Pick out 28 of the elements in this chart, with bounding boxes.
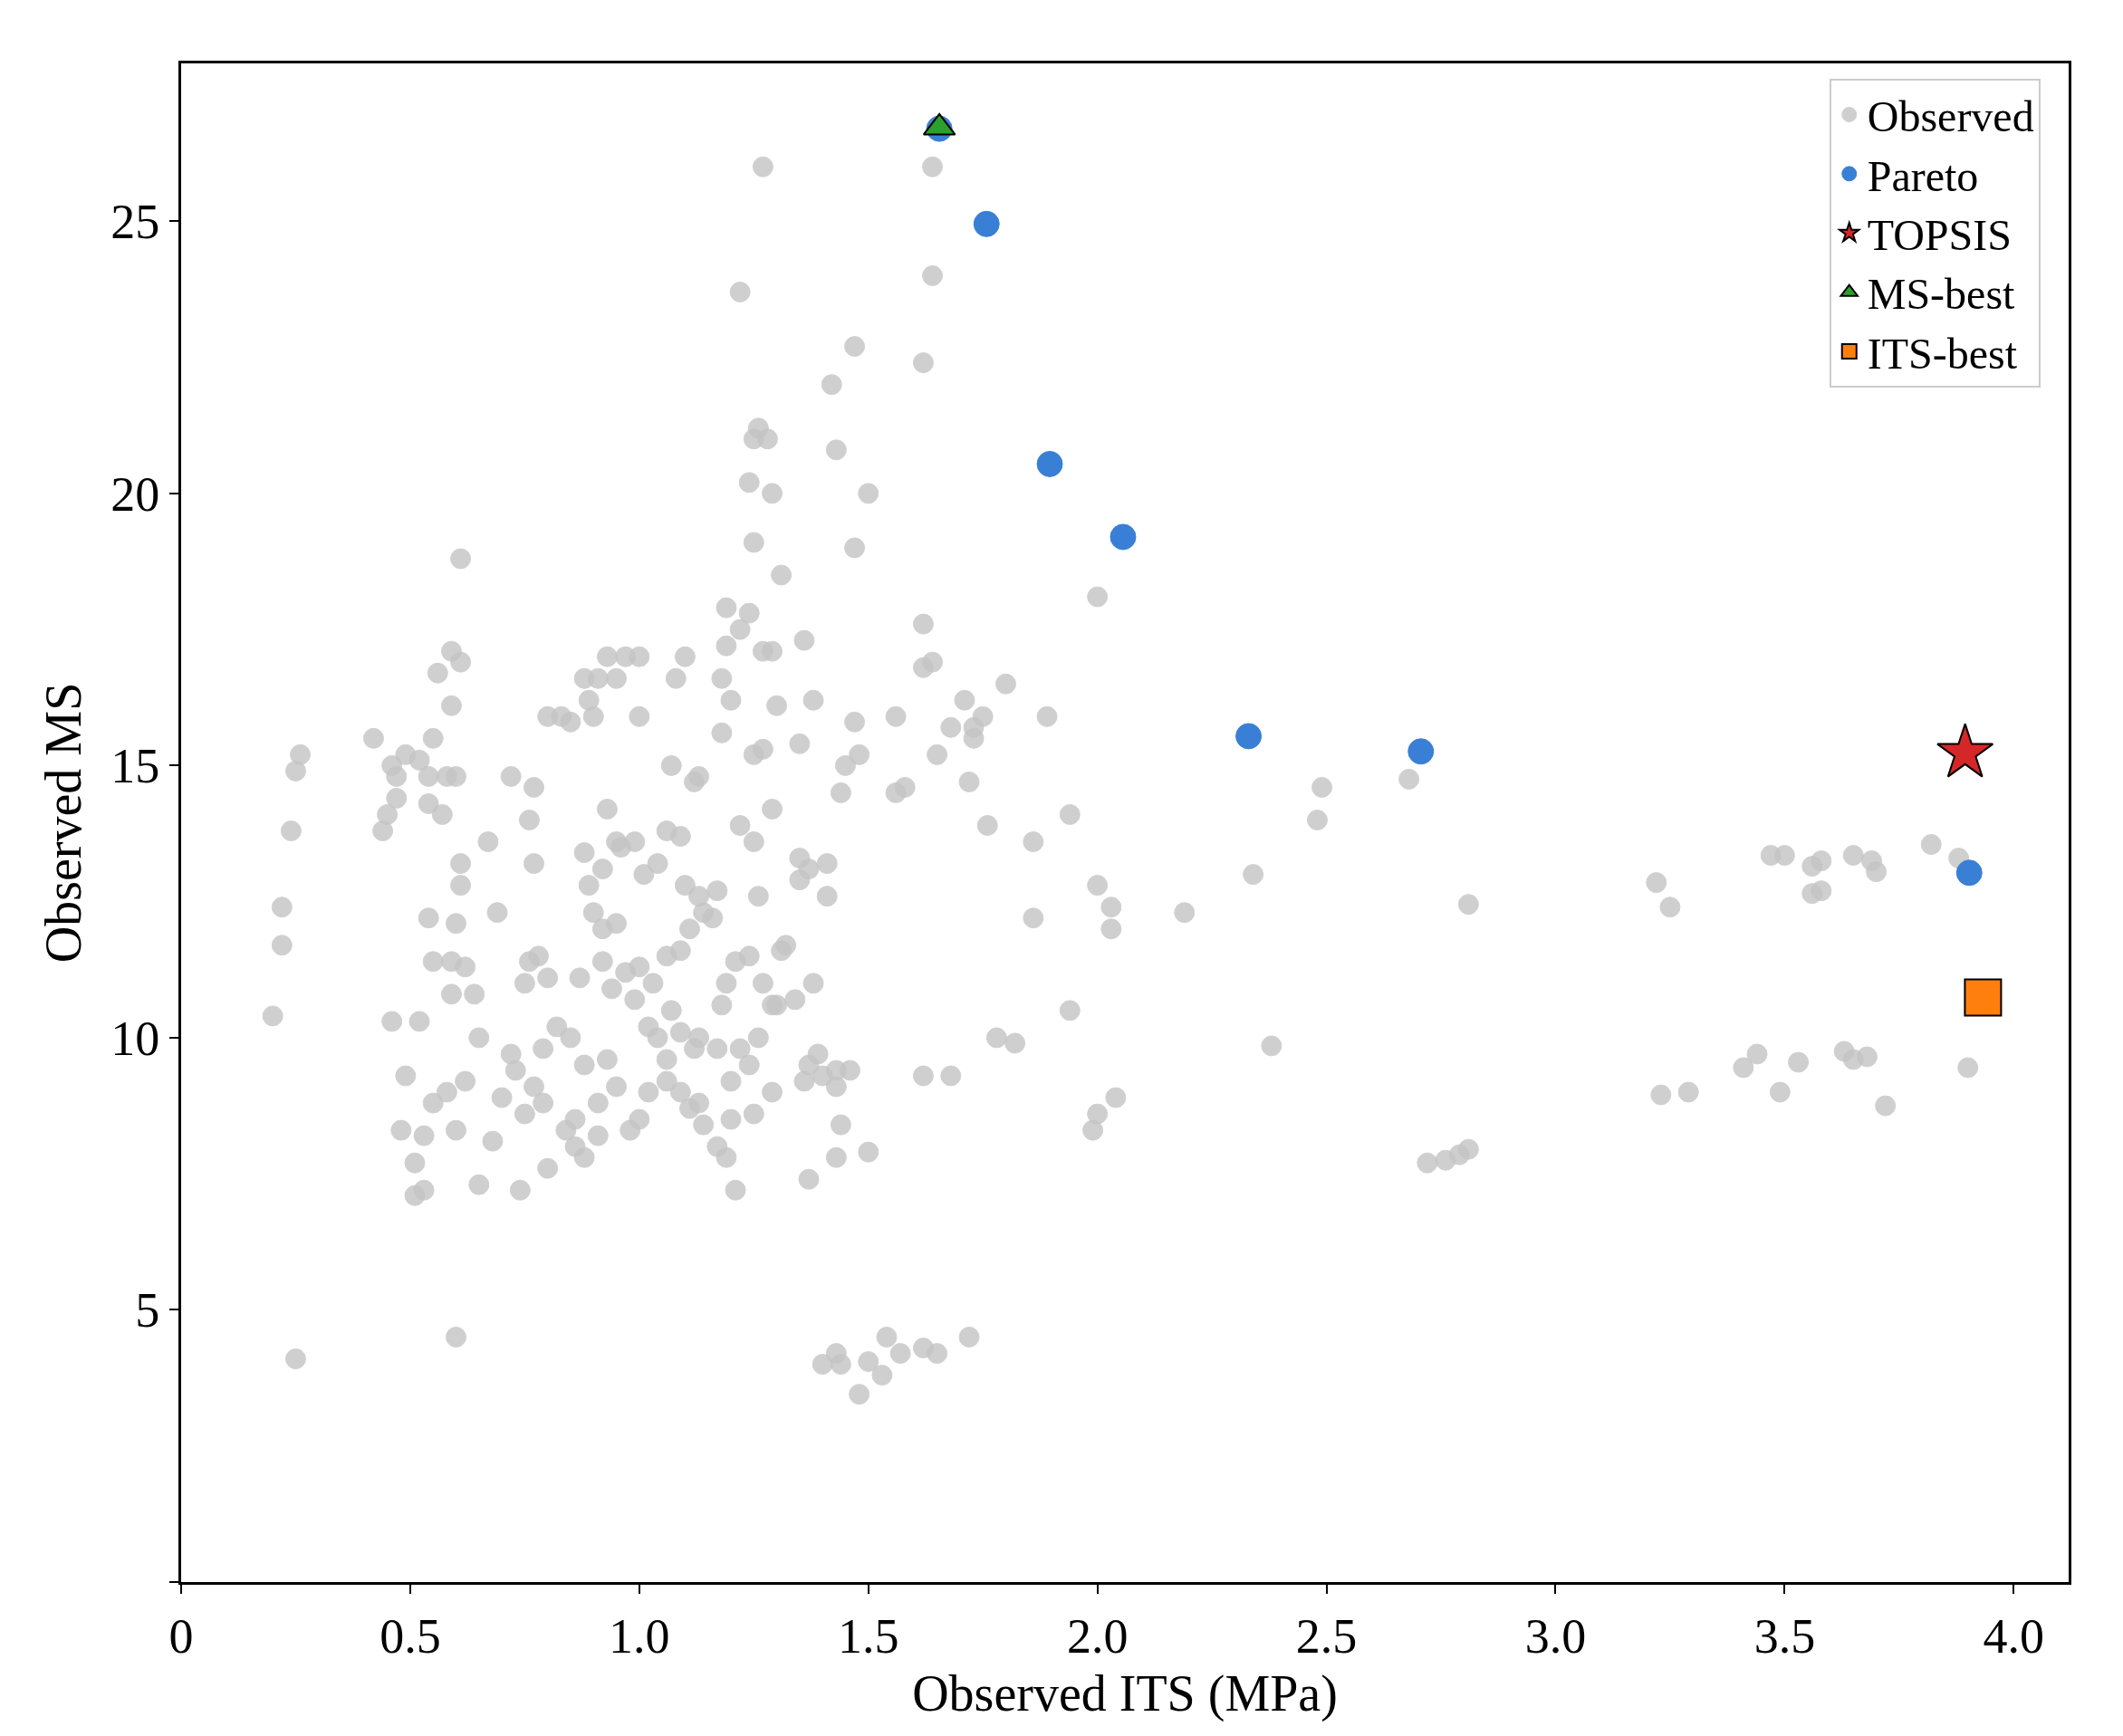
point xyxy=(1964,978,2003,1017)
y-tick-label: 10 xyxy=(110,1011,160,1066)
point xyxy=(1407,738,1435,765)
x-tick-label: 3.5 xyxy=(1753,1608,1816,1664)
x-tick-label: 2.5 xyxy=(1295,1608,1358,1664)
legend-label: Pareto xyxy=(1867,151,1979,200)
y-tick-label: 20 xyxy=(110,466,160,522)
y-axis-title: Observed MS xyxy=(35,682,92,964)
y-tick-label: 15 xyxy=(110,739,160,794)
x-axis-title: Observed ITS (MPa) xyxy=(912,1665,1338,1723)
point xyxy=(1955,859,1983,887)
point xyxy=(973,210,1000,237)
x-tick-label: 1.0 xyxy=(609,1608,670,1664)
y-tick-label: 5 xyxy=(135,1283,160,1338)
x-tick-label: 0 xyxy=(168,1608,194,1664)
point xyxy=(1036,450,1063,477)
legend-label: MS-best xyxy=(1867,270,2016,319)
legend-label: TOPSIS xyxy=(1867,210,2012,259)
x-tick-label: 3.0 xyxy=(1524,1608,1587,1664)
legend-label: ITS-best xyxy=(1867,329,2018,378)
y-tick-label: 25 xyxy=(110,195,160,250)
point xyxy=(1235,723,1263,750)
legend-label: Observed xyxy=(1867,92,2034,141)
x-tick-label: 2.0 xyxy=(1066,1608,1129,1664)
x-tick-label: 4.0 xyxy=(1983,1608,2045,1664)
x-tick-label: 0.5 xyxy=(379,1608,441,1664)
point xyxy=(1110,523,1137,551)
x-tick-label: 1.5 xyxy=(837,1608,899,1664)
